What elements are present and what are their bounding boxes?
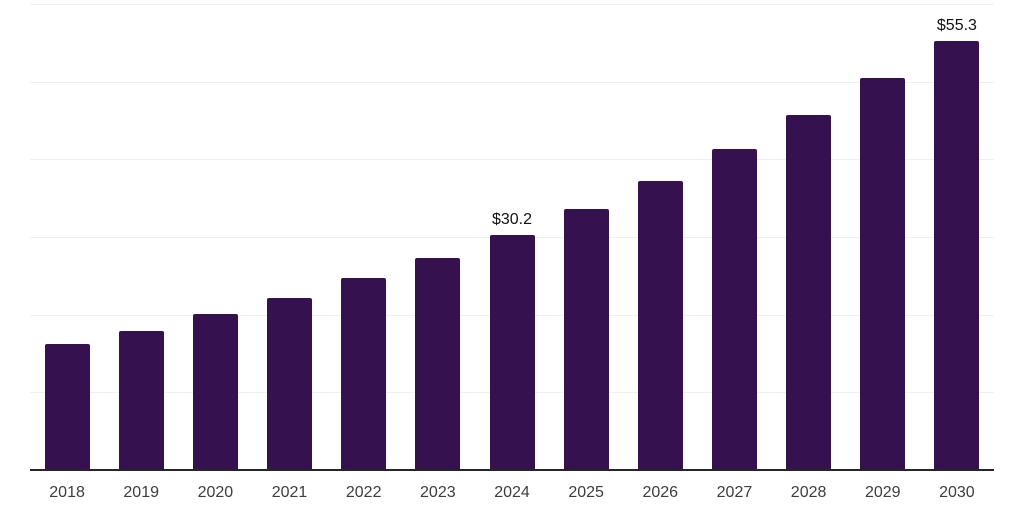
x-tick-label-2030: 2030 [939,484,975,501]
bar-2024 [489,235,535,470]
data-label-2024: $30.2 [491,211,533,229]
bar-2021 [267,297,313,470]
x-tick-label-2021: 2021 [271,484,308,501]
x-tick-label-2025: 2025 [568,484,604,501]
bar-2027 [711,149,757,470]
bar-2023 [415,257,461,470]
gridline [30,159,994,161]
bar-2019 [118,330,164,470]
x-tick-label-2027: 2027 [716,484,753,501]
bar-2020 [192,313,238,470]
x-tick-label-2023: 2023 [420,484,456,501]
x-tick-label-2018: 2018 [49,484,85,501]
gridline [30,4,994,5]
x-tick-label-2024: 2024 [494,484,530,501]
bar-2028 [786,115,832,470]
x-tick-label-2022: 2022 [345,484,382,501]
bar-2026 [637,181,683,470]
bar-2030 [934,40,980,470]
x-tick-label-2020: 2020 [197,484,234,501]
x-tick-label-2029: 2029 [864,484,901,501]
x-tick-label-2028: 2028 [790,484,827,501]
bar-2018 [44,344,90,470]
data-label-2030: $55.3 [936,16,977,34]
x-axis-line [30,469,994,471]
x-tick-label-2026: 2026 [642,484,679,501]
bar-2025 [563,209,609,470]
bar-2022 [341,278,387,470]
gridline [30,81,994,83]
x-tick-label-2019: 2019 [123,484,159,501]
bar-2029 [860,77,906,470]
